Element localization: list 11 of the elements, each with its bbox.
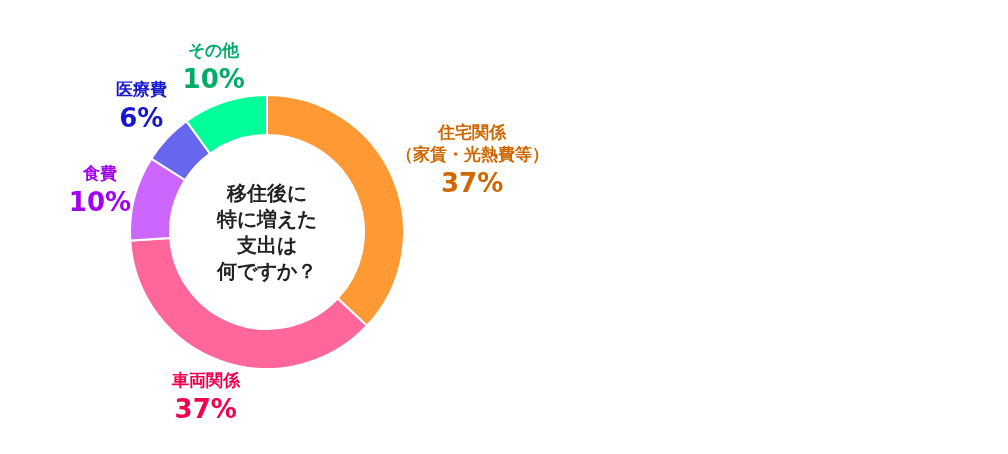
data-label: 10%: [68, 186, 132, 217]
slice-label: 医療費: [115, 79, 167, 100]
data-label: 37%: [441, 167, 504, 198]
data-label: 37%: [174, 394, 237, 425]
slice-label: その他: [188, 40, 241, 61]
slice-label: 住宅関係（家賃・光熱費等）: [395, 121, 549, 164]
data-label: 10%: [182, 64, 245, 95]
slice-label: 食費: [81, 162, 117, 183]
data-label: 6%: [119, 103, 164, 134]
slice-label: 車両関係: [170, 370, 241, 391]
text: 移住後に特に増えた支出は何ですか？: [216, 181, 317, 283]
